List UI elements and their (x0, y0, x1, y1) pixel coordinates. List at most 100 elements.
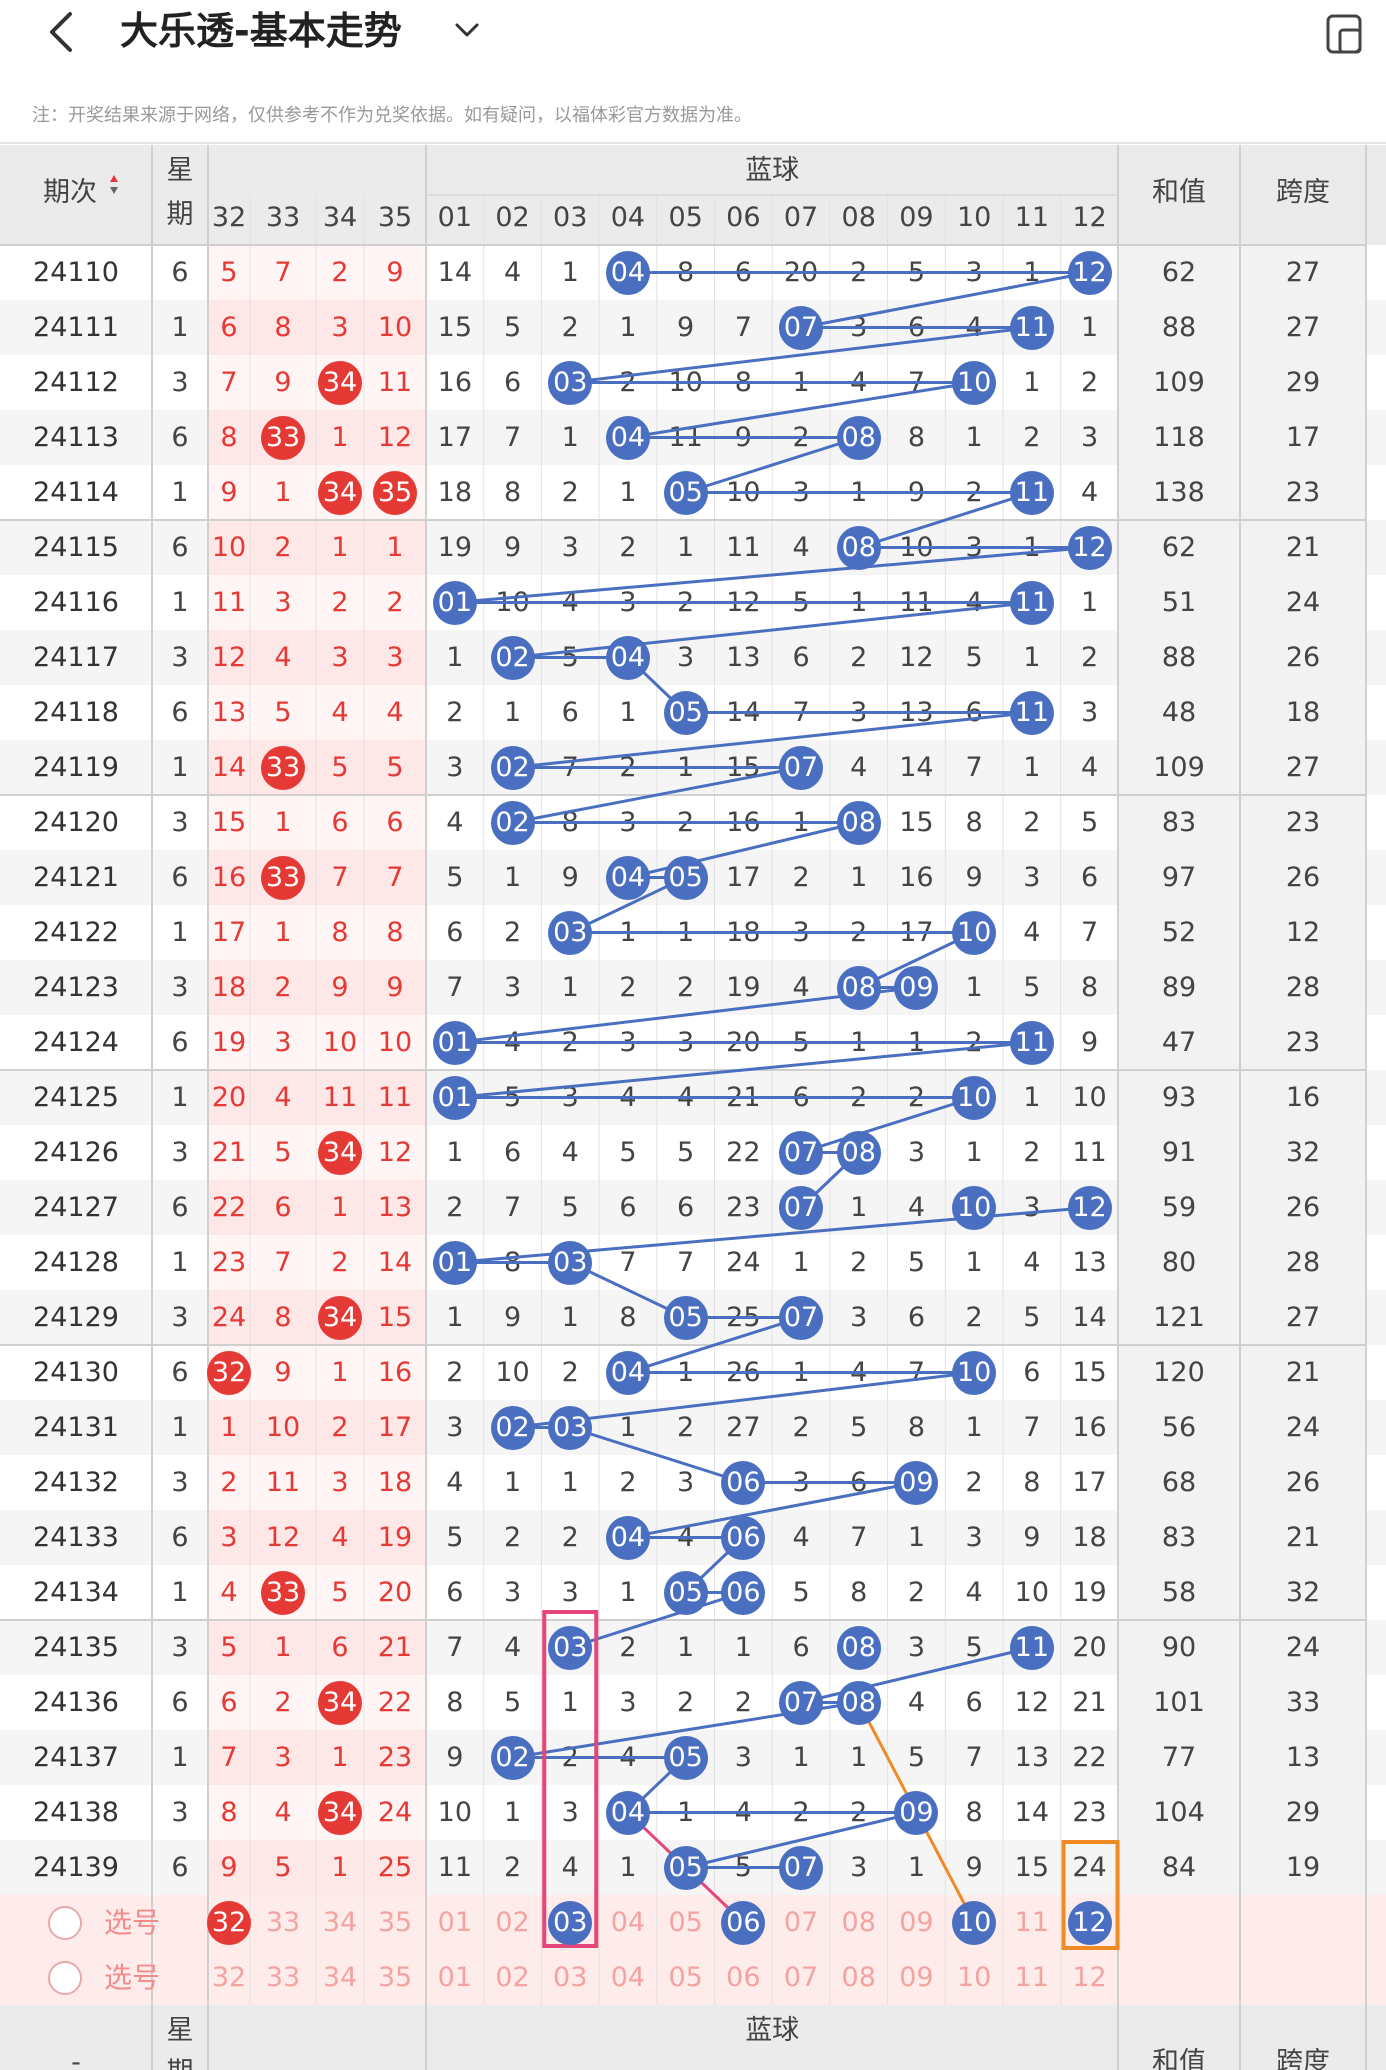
blue-miss-cell: 3 (965, 1522, 983, 1553)
blue-ball-hit: 09 (894, 1460, 939, 1505)
span-cell: 23 (1285, 477, 1321, 508)
red-miss-cell: 18 (377, 1467, 413, 1498)
blue-ball-hit: 08 (836, 1625, 881, 1670)
blue-miss-cell: 2 (965, 1467, 983, 1498)
pick-blue-option[interactable]: 08 (841, 1962, 876, 1993)
pick-blue-option[interactable]: 04 (610, 1962, 646, 1993)
pick-blue-option[interactable]: 08 (841, 1907, 876, 1938)
pick-blue-option[interactable]: 01 (437, 1962, 473, 1993)
pick-blue-option[interactable]: 07 (783, 1907, 819, 1938)
blue-miss-cell: 1 (907, 1522, 926, 1553)
blue-miss-cell: 2 (1023, 807, 1041, 838)
highlight-box-03 (542, 1610, 599, 1948)
red-miss-cell: 5 (220, 257, 238, 288)
back-icon[interactable] (40, 10, 84, 54)
blue-miss-cell: 1 (619, 1412, 637, 1443)
issue-cell: 24138 (33, 1797, 119, 1828)
span-cell: 27 (1285, 312, 1321, 343)
pick-blue-option[interactable]: 05 (668, 1962, 703, 1993)
trend-line (627, 821, 860, 879)
sum-cell: 83 (1161, 807, 1197, 838)
weekday-cell: 1 (171, 1577, 189, 1608)
red-miss-cell: 6 (331, 807, 349, 838)
blue-miss-cell: 2 (561, 1522, 579, 1553)
span-cell: 12 (1285, 917, 1321, 948)
red-miss-cell: 9 (386, 972, 404, 1003)
pick-blue-option[interactable]: 12 (1072, 1962, 1107, 1993)
pick-blue-option[interactable]: 02 (495, 1907, 530, 1938)
weekday-cell: 6 (171, 1192, 189, 1223)
pick-blue-option[interactable]: 10 (956, 1962, 992, 1993)
pick-blue-option[interactable]: 09 (899, 1962, 934, 1993)
span-cell: 21 (1285, 1522, 1321, 1553)
blue-miss-cell: 3 (1023, 862, 1041, 893)
blue-column-header: 05 (668, 202, 703, 233)
blue-miss-cell: 6 (446, 917, 464, 948)
red-column-header: 33 (265, 202, 301, 233)
blue-miss-cell: 6 (1080, 862, 1099, 893)
pick-blue-option[interactable]: 11 (1014, 1962, 1050, 1993)
pick-blue-option[interactable]: 02 (495, 1962, 530, 1993)
sum-cell: 121 (1153, 1302, 1205, 1333)
sum-cell: 77 (1161, 1742, 1197, 1773)
blue-ball-hit: 01 (432, 1075, 477, 1120)
blue-miss-cell: 7 (965, 752, 983, 783)
pick-red-option[interactable]: 35 (377, 1907, 413, 1938)
pick-red-option[interactable]: 32 (211, 1962, 247, 1993)
blue-miss-cell: 6 (907, 1302, 926, 1333)
blue-miss-cell: 5 (792, 1577, 810, 1608)
blue-miss-cell: 4 (850, 752, 868, 783)
pick-blue-option[interactable]: 04 (610, 1907, 646, 1938)
pick-blue-option[interactable]: 05 (668, 1907, 703, 1938)
red-miss-cell: 17 (211, 917, 247, 948)
blue-miss-cell: 2 (792, 1412, 810, 1443)
pick-red-option[interactable]: 35 (377, 1962, 413, 1993)
pick-red-option[interactable]: 34 (322, 1962, 358, 1993)
blue-column-header: 06 (726, 202, 761, 233)
red-miss-cell: 2 (274, 532, 292, 563)
weekday-cell: 6 (171, 1027, 189, 1058)
pick-red-option[interactable]: 33 (265, 1907, 301, 1938)
blue-miss-cell: 22 (726, 1137, 761, 1168)
column-header-issue[interactable]: 期次 (43, 177, 97, 208)
blue-miss-cell: 8 (965, 807, 983, 838)
pick-blue-option[interactable]: 09 (899, 1907, 934, 1938)
weekday-cell: 1 (171, 1247, 189, 1278)
radio-icon[interactable] (48, 1905, 82, 1940)
sum-cell: 109 (1153, 367, 1205, 398)
blue-ball-hit: 07 (779, 1130, 824, 1175)
chevron-down-icon[interactable] (452, 18, 482, 42)
blue-miss-cell: 19 (726, 972, 761, 1003)
page-title[interactable]: 大乐透-基本走势 (120, 9, 402, 53)
pick-blue-option[interactable]: 11 (1014, 1907, 1050, 1938)
pick-blue-option[interactable]: 07 (783, 1962, 819, 1993)
device-icon[interactable] (1322, 12, 1366, 56)
red-miss-cell: 19 (211, 1027, 247, 1058)
blue-miss-cell: 15 (1014, 1852, 1050, 1883)
pick-label[interactable]: 选号 (103, 1961, 160, 1994)
radio-icon[interactable] (48, 1960, 82, 1995)
span-cell: 29 (1285, 367, 1321, 398)
blue-ball-hit: 11 (1009, 690, 1054, 735)
pick-red-option[interactable]: 34 (322, 1907, 358, 1938)
footer-sum: 和值 (1152, 2047, 1206, 2070)
blue-ball-hit: 05 (663, 1570, 708, 1615)
blue-miss-cell: 5 (446, 862, 464, 893)
weekday-cell: 3 (171, 642, 189, 673)
pick-blue-option[interactable]: 03 (553, 1962, 588, 1993)
blue-miss-cell: 1 (965, 1412, 983, 1443)
blue-ball-hit: 02 (490, 1405, 535, 1450)
blue-miss-cell: 14 (1014, 1797, 1050, 1828)
blue-miss-cell: 11 (1072, 1137, 1107, 1168)
pick-blue-option[interactable]: 01 (437, 1907, 473, 1938)
blue-miss-cell: 2 (446, 1192, 464, 1223)
pick-red-option[interactable]: 33 (265, 1962, 301, 1993)
pick-blue-option[interactable]: 06 (726, 1962, 761, 1993)
stats-zone-bg (1118, 300, 1366, 355)
blue-miss-cell: 3 (907, 1632, 926, 1663)
weekday-cell: 1 (171, 477, 189, 508)
pick-label[interactable]: 选号 (103, 1906, 160, 1939)
blue-ball-hit: 07 (779, 1295, 824, 1340)
stats-zone-bg (1118, 1510, 1366, 1565)
blue-ball-hit: 04 (605, 250, 650, 295)
